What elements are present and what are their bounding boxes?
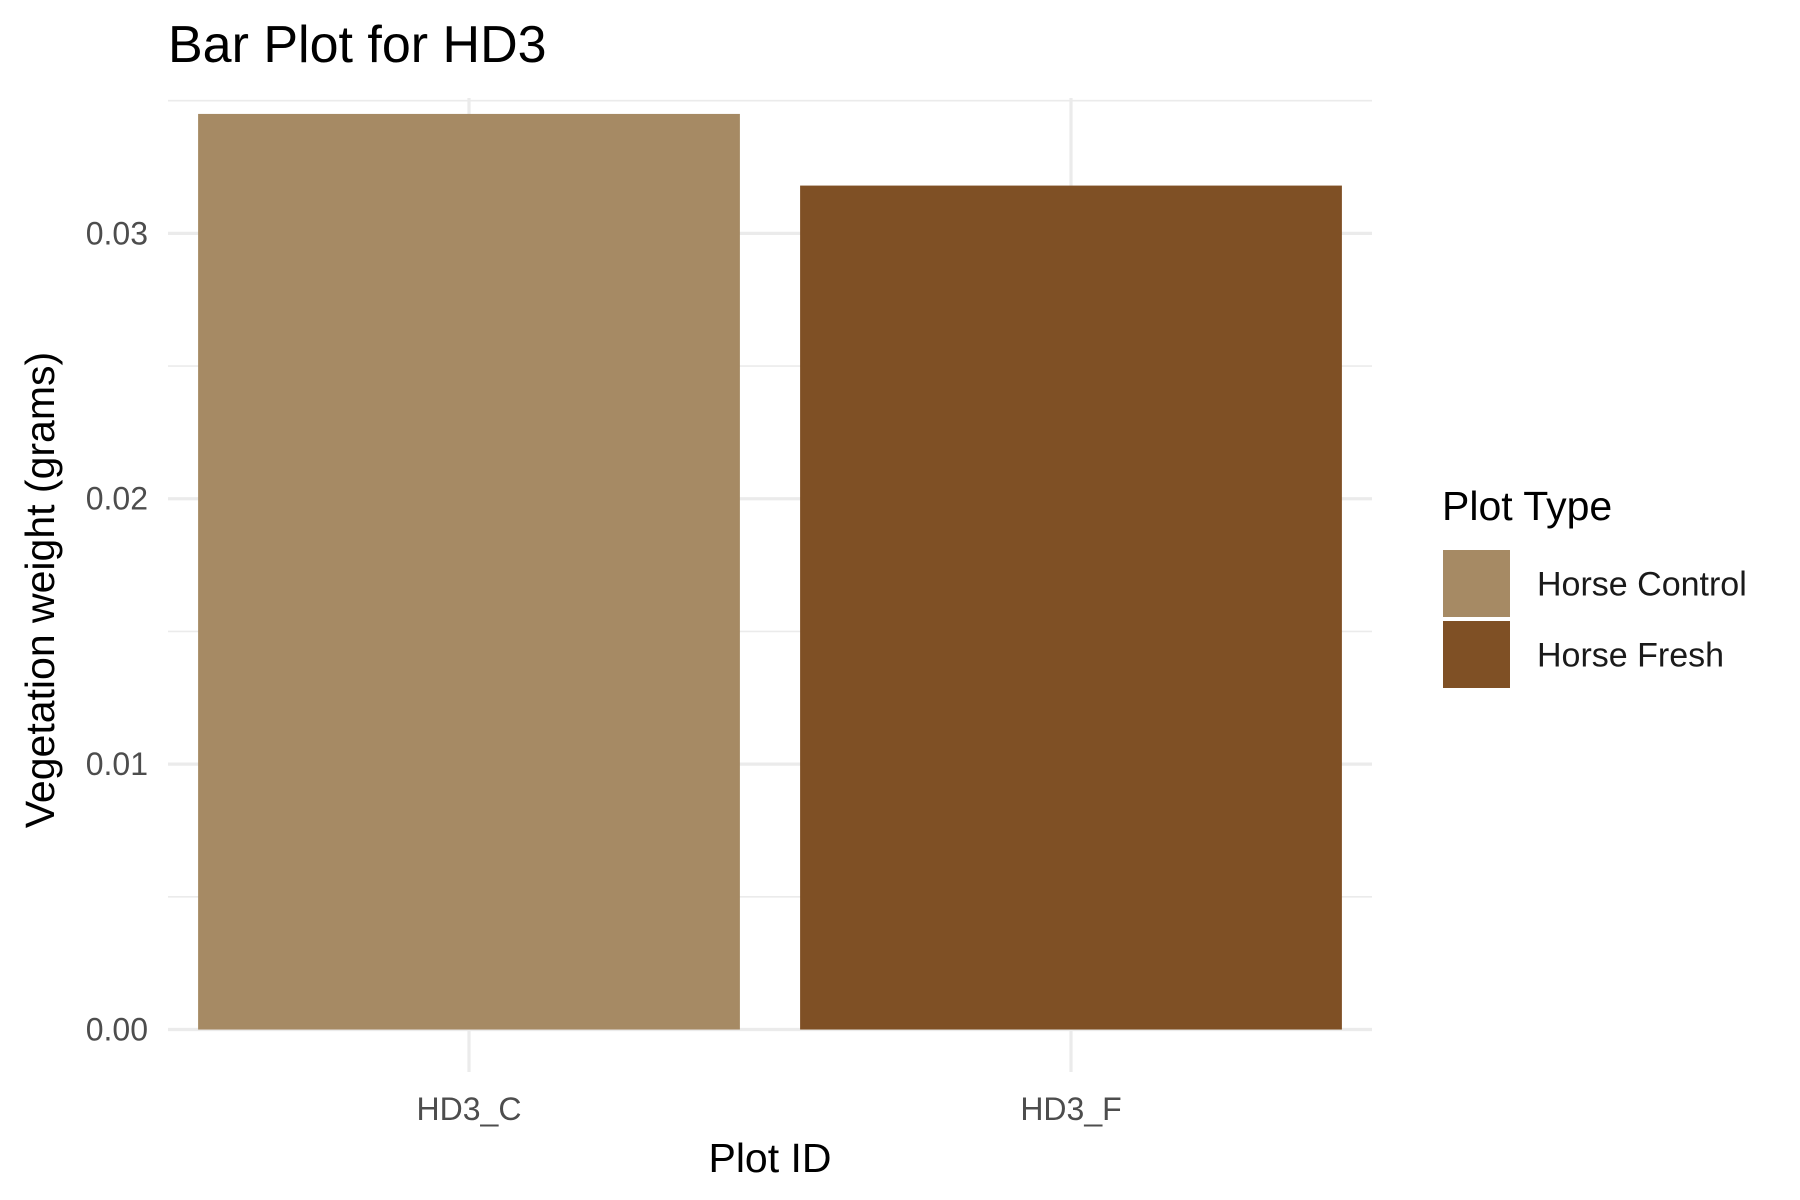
- bar-hd3-c: [198, 113, 740, 1030]
- x-tick-label: HD3_C: [417, 1091, 522, 1127]
- y-axis-title: Vegetation weight (grams): [17, 352, 63, 828]
- y-tick-label: 0.01: [86, 746, 148, 782]
- legend-label: Horse Control: [1537, 566, 1747, 604]
- legend-key: [1443, 550, 1510, 617]
- legend: Plot Type Horse Control Horse Fresh: [1442, 483, 1747, 688]
- bar-hd3-f: [800, 185, 1342, 1030]
- y-tick-label: 0.02: [86, 481, 148, 517]
- y-tick-label: 0.03: [86, 215, 148, 251]
- legend-title: Plot Type: [1442, 483, 1612, 529]
- legend-key: [1443, 621, 1510, 688]
- x-tick-label: HD3_F: [1020, 1091, 1121, 1127]
- bars: [198, 113, 1342, 1030]
- chart-title: Bar Plot for HD3: [168, 16, 547, 74]
- y-tick-label: 0.00: [86, 1012, 148, 1048]
- y-tick-labels: 0.00 0.01 0.02 0.03: [86, 215, 148, 1047]
- legend-label: Horse Fresh: [1537, 637, 1724, 675]
- x-axis-title: Plot ID: [708, 1135, 831, 1181]
- x-tick-labels: HD3_C HD3_F: [417, 1091, 1122, 1127]
